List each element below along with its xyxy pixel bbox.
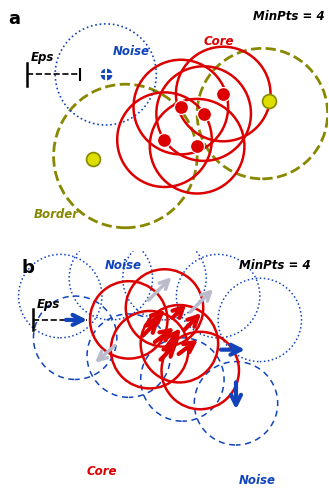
Text: MinPts = 4: MinPts = 4	[253, 10, 324, 23]
Text: Border: Border	[34, 208, 79, 221]
Text: b: b	[21, 259, 35, 277]
Text: Noise: Noise	[112, 45, 149, 58]
Text: Noise: Noise	[105, 260, 142, 272]
Text: Noise: Noise	[239, 474, 276, 486]
Text: Core: Core	[204, 35, 234, 48]
Text: Core: Core	[87, 465, 117, 478]
Text: Eps: Eps	[37, 298, 60, 311]
Text: Eps: Eps	[31, 52, 54, 64]
Text: MinPts = 4: MinPts = 4	[239, 259, 311, 272]
Text: a: a	[8, 10, 20, 28]
